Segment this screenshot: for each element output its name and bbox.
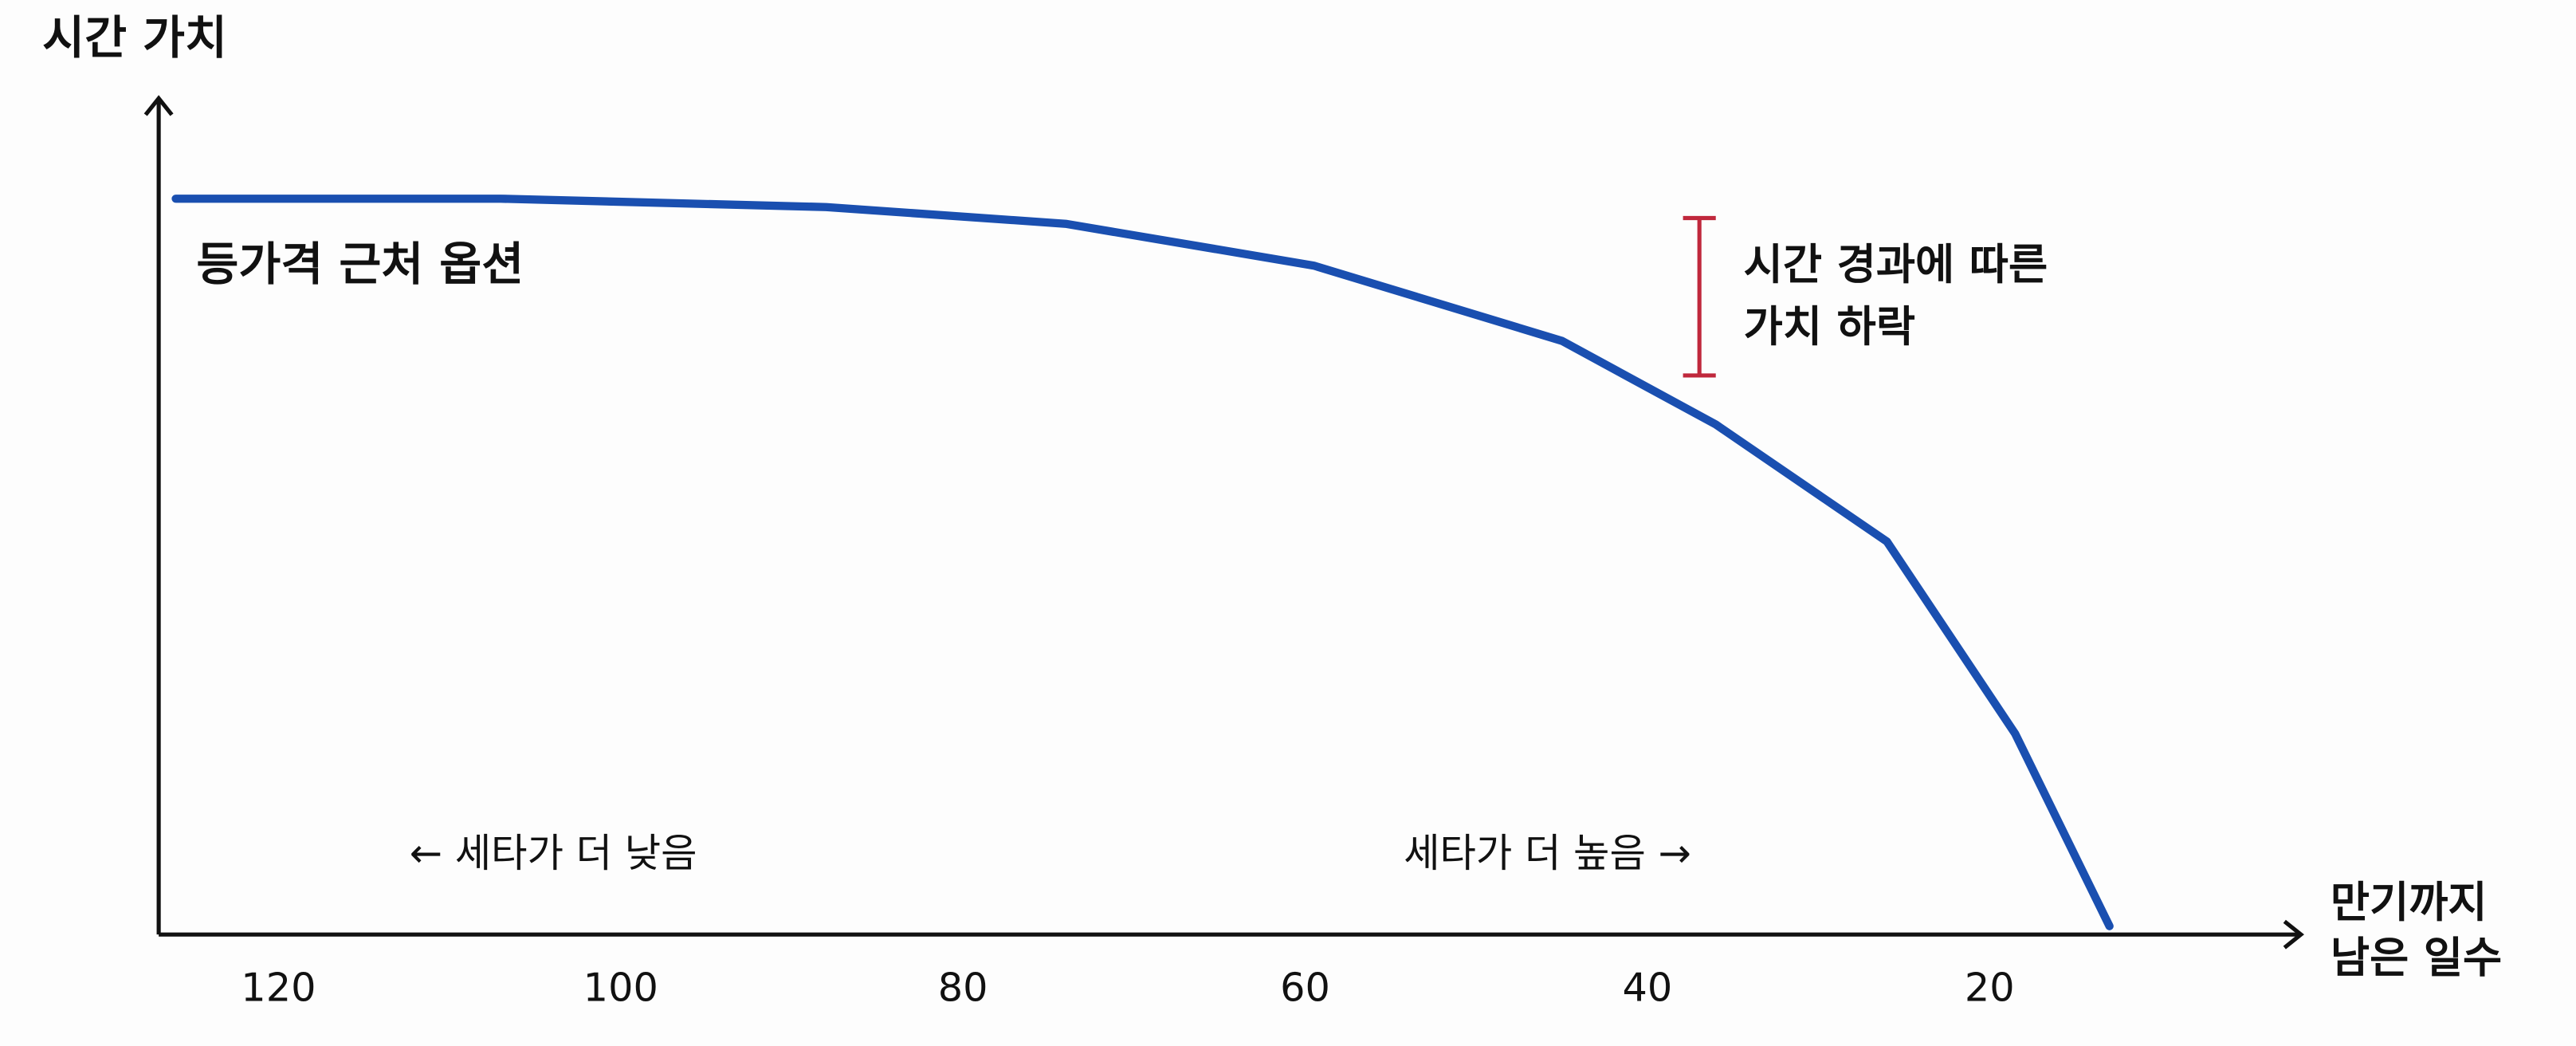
x-axis-label: 남은 일수 bbox=[2331, 933, 2502, 983]
annotation: 시간 경과에 따른 bbox=[1744, 239, 2048, 289]
x-tick-label: 40 bbox=[1623, 965, 1673, 1011]
x-tick-label: 60 bbox=[1280, 965, 1330, 1011]
x-tick-label: 120 bbox=[241, 965, 316, 1011]
chart-title: 시간 가치 bbox=[42, 11, 227, 65]
annotation: 세타가 더 높음 → bbox=[1404, 830, 1691, 876]
x-tick-label: 100 bbox=[583, 965, 658, 1011]
series-label: 등가격 근처 옵션 bbox=[196, 238, 524, 291]
x-axis-arrow bbox=[2283, 919, 2304, 950]
y-axis-arrow bbox=[143, 95, 174, 116]
x-axis-label: 만기까지 bbox=[2331, 877, 2488, 927]
decay-bracket bbox=[1683, 215, 1716, 378]
annotation: ← 세타가 더 낮음 bbox=[410, 830, 697, 876]
x-tick-label: 20 bbox=[1965, 965, 2015, 1011]
annotation: 가치 하락 bbox=[1744, 301, 1915, 352]
axes bbox=[143, 95, 2304, 950]
x-tick-label: 80 bbox=[938, 965, 988, 1011]
line bbox=[171, 195, 2114, 930]
